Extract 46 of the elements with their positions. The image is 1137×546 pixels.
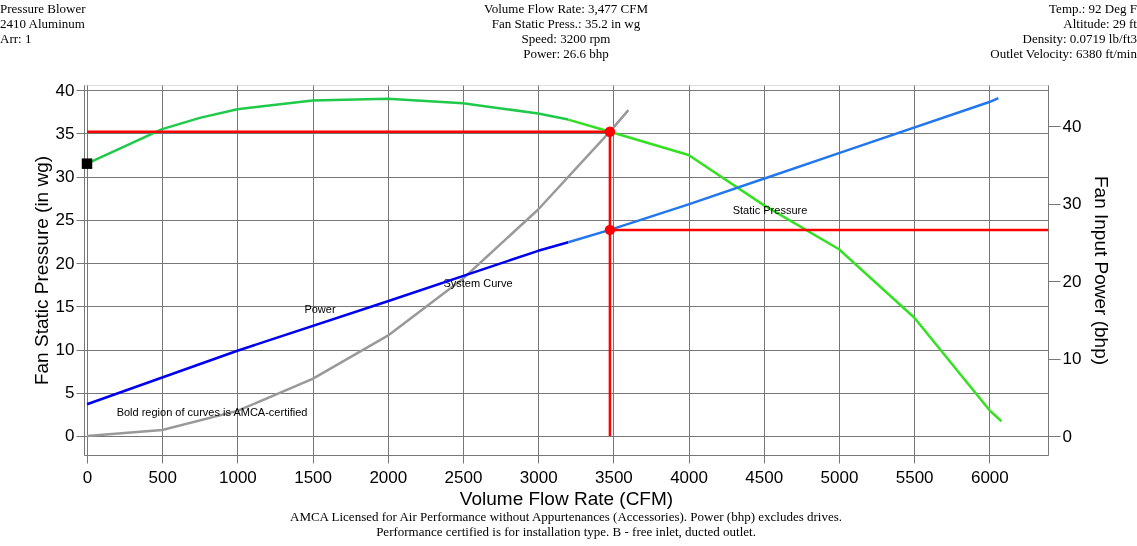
y-tick-label: 0 — [65, 426, 75, 446]
text: Density: 0.0719 lb/ft3 — [1022, 31, 1137, 46]
annotation: Bold region of curves is AMCA-certified — [116, 406, 308, 418]
x-tick-label: 3000 — [519, 467, 558, 487]
y2-tick-label: 10 — [1062, 349, 1082, 369]
x-tick-label: 6000 — [970, 467, 1009, 487]
text: Volume Flow Rate: 3,477 CFM — [483, 1, 649, 16]
text: Power: 26.6 bhp — [523, 46, 609, 61]
x-tick-label: 4000 — [670, 467, 708, 487]
x-tick-label: 5500 — [895, 467, 934, 487]
y2-tick-label: 30 — [1062, 194, 1082, 214]
y2-axis-title: Fan Input Power (bhp) — [1091, 175, 1113, 366]
y2-tick-label: 20 — [1062, 271, 1082, 291]
y2-tick-label: 40 — [1062, 116, 1082, 136]
y-tick-label: 30 — [55, 167, 75, 187]
y-tick-label: 10 — [55, 340, 75, 360]
x-tick-label: 2500 — [444, 467, 483, 487]
x-tick-label: 4500 — [745, 467, 784, 487]
y-tick-label: 20 — [55, 253, 75, 273]
x-tick-label: 500 — [148, 467, 177, 487]
text: AMCA Licensed for Air Performance without Appurtenances (Accessories). Power (bhp) excludes drives. — [290, 509, 842, 524]
x-tick-label: 2000 — [369, 467, 408, 487]
y-tick-label: 25 — [55, 210, 75, 230]
annotation: Power — [304, 303, 336, 315]
y-axis-title: Fan Static Pressure (in wg) — [30, 155, 52, 386]
x-axis-title: Volume Flow Rate (CFM) — [459, 487, 674, 509]
annotation: System Curve — [443, 277, 513, 289]
y-tick-label: 15 — [55, 296, 75, 316]
y-tick-label: 35 — [55, 123, 75, 143]
text: Altitude: 29 ft — [1063, 16, 1137, 31]
text: Performance certified is for installation type. B - free inlet, ducted outlet. — [376, 524, 756, 539]
y2-tick-label: 0 — [1062, 426, 1072, 446]
text: Fan Static Press.: 35.2 in wg — [491, 16, 641, 31]
text: Outlet Velocity: 6380 ft/min — [990, 46, 1137, 61]
y-tick-label: 5 — [65, 383, 75, 403]
text: Temp.: 92 Deg F — [1049, 1, 1137, 16]
x-tick-label: 5000 — [820, 467, 859, 487]
x-tick-label: 3500 — [594, 467, 633, 487]
text: Arr: 1 — [0, 31, 32, 46]
x-tick-label: 1000 — [218, 467, 257, 487]
y-tick-label: 40 — [55, 80, 75, 100]
x-tick-label: 1500 — [294, 467, 333, 487]
text: Speed: 3200 rpm — [521, 31, 611, 46]
x-tick-label: 0 — [82, 467, 93, 487]
text: Pressure Blower — [0, 1, 87, 16]
text: 2410 Aluminum — [0, 16, 85, 31]
